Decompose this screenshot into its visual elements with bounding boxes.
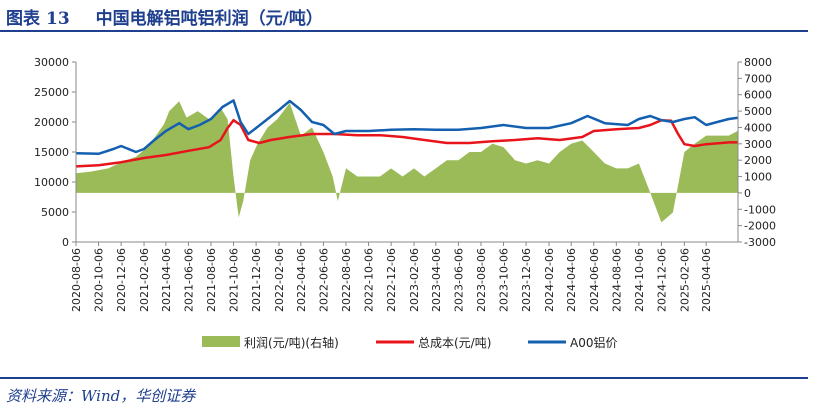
x-tick-label: 2023-10-06 [498,248,511,312]
y-left-tick-label: 15000 [34,146,69,159]
source-note: 资料来源：Wind，华创证券 [6,387,196,405]
y-right-tick-label: 4000 [744,121,772,134]
y-right-tick-label: -1000 [744,203,776,216]
y-left-tick-label: 10000 [34,176,69,189]
x-tick-label: 2023-12-06 [520,248,533,312]
top-rule [0,30,808,32]
x-tick-label: 2022-04-06 [295,248,308,312]
x-tick-label: 2022-12-06 [385,248,398,312]
x-tick-label: 2020-10-06 [93,248,106,312]
figure-title: 中国电解铝吨铝利润（元/吨） [95,9,323,29]
figure-number: 13 [46,9,70,29]
y-right-tick-label: -2000 [744,220,776,233]
a00-price-line [75,99,739,156]
y-left-tick-label: 30000 [34,56,69,69]
x-tick-label: 2020-12-06 [115,248,128,312]
y-right-tick-label: 0 [744,187,751,200]
y-right-tick-label: 2000 [744,154,772,167]
y-left-tick-label: 0 [62,236,69,249]
x-tick-label: 2023-08-06 [475,248,488,312]
x-tick-label: 2023-06-06 [452,248,465,312]
x-tick-label: 2024-10-06 [633,248,646,312]
x-tick-label: 2024-02-06 [543,248,556,312]
x-tick-label: 2021-02-06 [138,248,151,312]
y-left-tick-label: 20000 [34,116,69,129]
x-tick-label: 2021-08-06 [205,248,218,312]
x-tick-label: 2022-06-06 [317,248,330,312]
x-tick-label: 2021-12-06 [250,248,263,312]
legend-price-label: A00铝价 [570,335,617,350]
y-right-tick-label: 1000 [744,171,772,184]
x-tick-label: 2024-06-06 [588,248,601,312]
legend-profit-label: 利润(元/吨)(右轴) [244,335,339,350]
x-tick-label: 2024-08-06 [610,248,623,312]
legend-profit-swatch [202,336,240,347]
legend-cost-label: 总成本(元/吨) [418,336,491,350]
x-tick-label: 2021-04-06 [160,248,173,312]
chart-title: 图表 13 中国电解铝吨铝利润（元/吨） [6,4,323,29]
x-tick-label: 2024-04-06 [565,248,578,312]
chart-svg: 050001000015000200002500030000-3000-2000… [34,56,776,350]
x-tick-label: 2021-10-06 [228,248,241,312]
profit-area [76,101,738,223]
x-tick-label: 2023-04-06 [430,248,443,312]
x-tick-label: 2025-02-06 [678,248,691,312]
x-tick-label: 2021-06-06 [182,248,195,312]
y-right-tick-label: 8000 [744,56,772,69]
x-tick-label: 2022-10-06 [363,248,376,312]
x-tick-label: 2024-12-06 [655,248,668,312]
figure-label: 图表 [6,9,40,29]
x-tick-label: 2023-02-06 [408,248,421,312]
y-left-tick-label: 25000 [34,86,69,99]
y-right-tick-label: -3000 [744,236,776,249]
x-tick-label: 2022-02-06 [273,248,286,312]
x-tick-label: 2020-08-06 [70,248,83,312]
bottom-rule [0,377,808,379]
y-right-tick-label: 3000 [744,138,772,151]
y-left-tick-label: 5000 [41,206,69,219]
y-right-tick-label: 6000 [744,89,772,102]
y-right-tick-label: 5000 [744,105,772,118]
y-right-tick-label: 7000 [744,72,772,85]
x-tick-label: 2025-04-06 [700,248,713,312]
x-tick-label: 2022-08-06 [340,248,353,312]
